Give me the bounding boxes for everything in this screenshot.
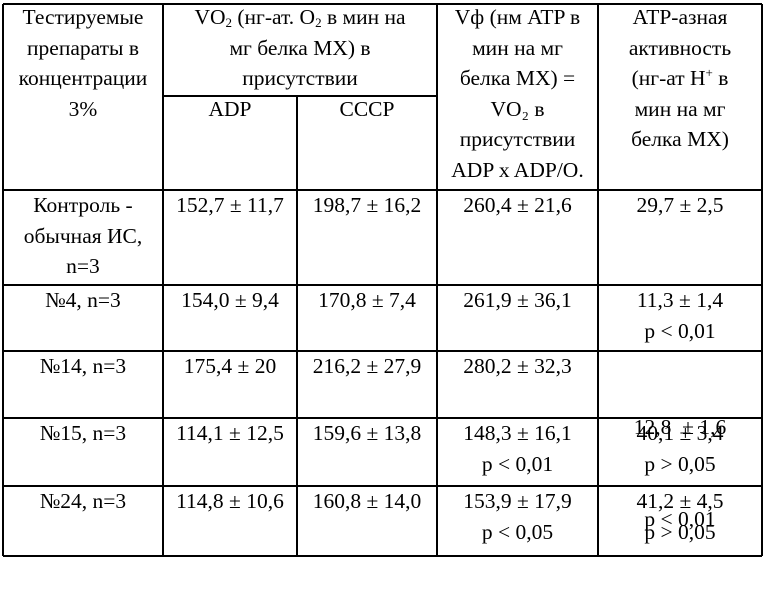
header-vf: Vф (нм ATP в мин на мг белка МХ) = VO₂ в… xyxy=(437,2,598,185)
p-value-line: p < 0,01 xyxy=(437,449,598,480)
value-line: 175,4 ± 20 xyxy=(163,351,297,382)
value-line: 216,2 ± 27,9 xyxy=(297,351,437,382)
header-vo2-group: VO2 (нг-ат. O2 в мин на мг белка МХ) в п… xyxy=(163,2,437,94)
header-col1-line: концентрации xyxy=(3,63,163,94)
header-col1-line: 3% xyxy=(3,94,163,125)
cell-adp: 175,4 ± 20 xyxy=(163,351,297,382)
header-vo2-line3: присутствии xyxy=(163,63,437,94)
value-line: 280,2 ± 32,3 xyxy=(437,351,598,382)
value-line: 152,7 ± 11,7 xyxy=(163,190,297,221)
header-test-preparations: Тестируемые препараты в концентрации 3% xyxy=(3,2,163,124)
header-vf-line: мин на мг xyxy=(437,33,598,64)
header-col1-line: Тестируемые xyxy=(3,2,163,33)
cell-vf: 153,9 ± 17,9 p < 0,05 xyxy=(437,486,598,547)
header-atpase-line: активность xyxy=(598,33,762,64)
cell-adp: 114,1 ± 12,5 xyxy=(163,418,297,449)
cell-atpase: 29,7 ± 2,5 xyxy=(598,190,762,221)
value-line: 40,1 ± 3,4 xyxy=(598,418,762,449)
row-name: №24, n=3 xyxy=(3,486,163,517)
value-line: 29,7 ± 2,5 xyxy=(598,190,762,221)
value-line: 170,8 ± 7,4 xyxy=(297,285,437,316)
cell-atpase: 11,3 ± 1,4 p < 0,01 xyxy=(598,285,762,346)
row-name-line: обычная ИС, xyxy=(3,221,163,252)
row-name-line: №24, n=3 xyxy=(3,486,163,517)
row-name-line: №4, n=3 xyxy=(3,285,163,316)
header-atpase-line: мин на мг xyxy=(598,94,762,125)
p-value-line: p > 0,05 xyxy=(598,517,762,548)
cell-adp: 154,0 ± 9,4 xyxy=(163,285,297,316)
cell-cccp: 160,8 ± 14,0 xyxy=(297,486,437,517)
value-line: 148,3 ± 16,1 xyxy=(437,418,598,449)
header-cccp: CCCP xyxy=(297,94,437,125)
value-line: 153,9 ± 17,9 xyxy=(437,486,598,517)
header-atpase-line: белка МХ) xyxy=(598,124,762,155)
cell-atpase: 40,1 ± 3,4 p > 0,05 xyxy=(598,418,762,479)
value-line: 41,2 ± 4,5 xyxy=(598,486,762,517)
header-atpase-line: АТР-азная xyxy=(598,2,762,33)
row-name-line: №14, n=3 xyxy=(3,351,163,382)
value-line: 114,8 ± 10,6 xyxy=(163,486,297,517)
cell-cccp: 170,8 ± 7,4 xyxy=(297,285,437,316)
cell-cccp: 216,2 ± 27,9 xyxy=(297,351,437,382)
row-name: Контроль - обычная ИС, n=3 xyxy=(3,190,163,282)
value-line: 114,1 ± 12,5 xyxy=(163,418,297,449)
p-value-line: p > 0,05 xyxy=(598,449,762,480)
header-col1-line: препараты в xyxy=(3,33,163,64)
header-vo2-line2: мг белка МХ) в xyxy=(163,33,437,64)
cell-adp: 152,7 ± 11,7 xyxy=(163,190,297,221)
value-line: 198,7 ± 16,2 xyxy=(297,190,437,221)
header-atpase: АТР-азная активность (нг-ат H+ в мин на … xyxy=(598,2,762,155)
header-vf-line: Vф (нм ATP в xyxy=(437,2,598,33)
cell-adp: 114,8 ± 10,6 xyxy=(163,486,297,517)
row-name: №15, n=3 xyxy=(3,418,163,449)
cell-vf: 260,4 ± 21,6 xyxy=(437,190,598,221)
value-line: 260,4 ± 21,6 xyxy=(437,190,598,221)
p-value-line: p < 0,05 xyxy=(437,517,598,548)
cell-vf: 280,2 ± 32,3 xyxy=(437,351,598,382)
row-name-line: №15, n=3 xyxy=(3,418,163,449)
header-vf-line: VO₂ в xyxy=(437,94,598,125)
header-vf-line: присутствии xyxy=(437,124,598,155)
row-name: №14, n=3 xyxy=(3,351,163,382)
cell-atpase: 41,2 ± 4,5 p > 0,05 xyxy=(598,486,762,547)
header-vo2-line1: VO2 (нг-ат. O2 в мин на xyxy=(163,2,437,33)
p-value-line: p < 0,01 xyxy=(598,316,762,347)
value-line: 160,8 ± 14,0 xyxy=(297,486,437,517)
cell-cccp: 198,7 ± 16,2 xyxy=(297,190,437,221)
cell-cccp: 159,6 ± 13,8 xyxy=(297,418,437,449)
row-name-line: n=3 xyxy=(3,251,163,282)
value-line: 159,6 ± 13,8 xyxy=(297,418,437,449)
header-vf-line: белка МХ) = xyxy=(437,63,598,94)
value-line: 261,9 ± 36,1 xyxy=(437,285,598,316)
cell-vf: 261,9 ± 36,1 xyxy=(437,285,598,316)
header-adp: ADP xyxy=(163,94,297,125)
value-line: 11,3 ± 1,4 xyxy=(598,285,762,316)
header-vf-line: ADP x ADP/O. xyxy=(437,155,598,186)
row-name-line: Контроль - xyxy=(3,190,163,221)
value-line: 154,0 ± 9,4 xyxy=(163,285,297,316)
cell-vf: 148,3 ± 16,1 p < 0,01 xyxy=(437,418,598,479)
header-atpase-line: (нг-ат H+ в xyxy=(598,63,762,94)
row-name: №4, n=3 xyxy=(3,285,163,316)
